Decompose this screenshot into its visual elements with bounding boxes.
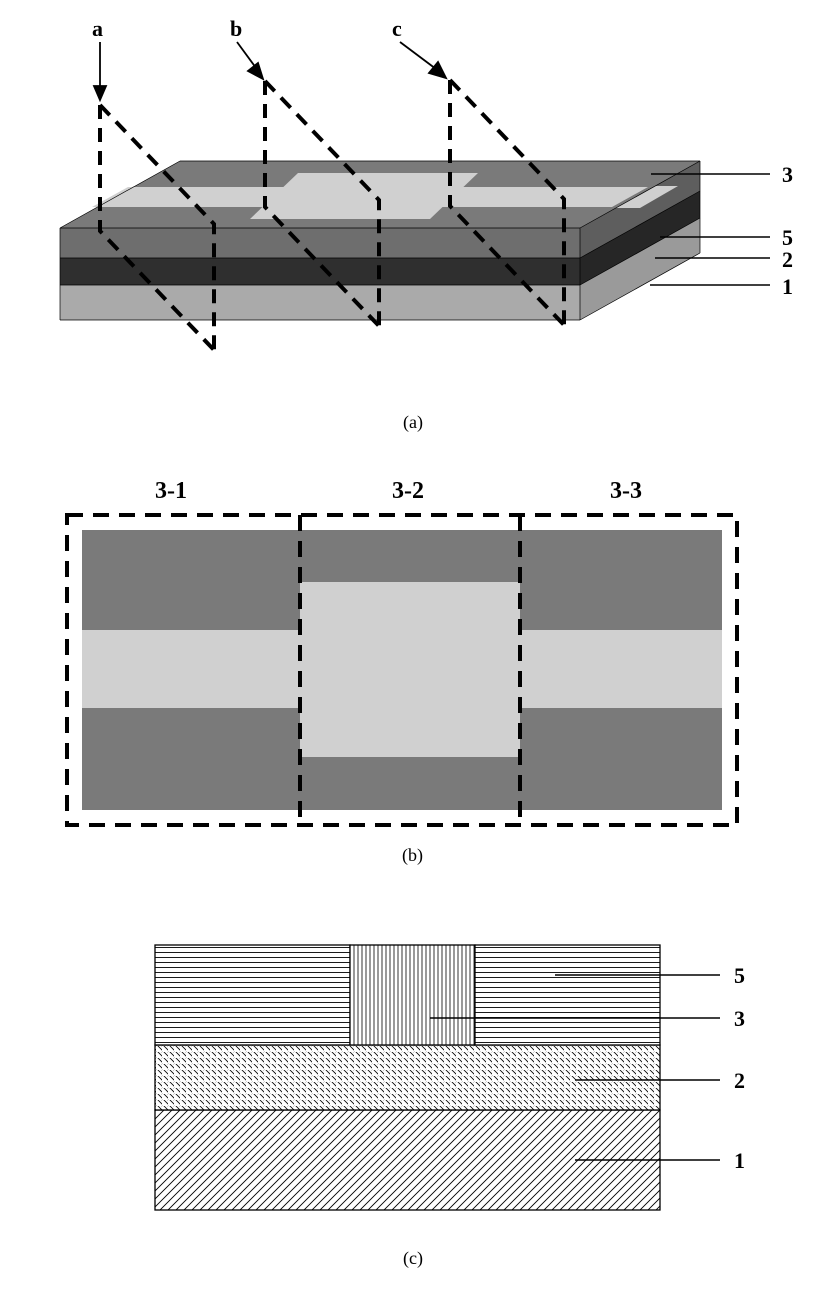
panel-a-label-c: c xyxy=(392,16,402,42)
panel-c-svg xyxy=(0,890,833,1280)
panel-a-num-2: 2 xyxy=(782,247,793,273)
panel-b-label-31: 3-1 xyxy=(155,478,187,505)
panel-c-num-2: 2 xyxy=(734,1068,745,1094)
panel-b-label-33: 3-3 xyxy=(610,478,642,505)
panel-c-num-1: 1 xyxy=(734,1148,745,1174)
panel-c-num-5: 5 xyxy=(734,963,745,989)
panel-a-num-3: 3 xyxy=(782,162,793,188)
figure-container: a b c 3 5 2 1 (a) 3-1 3-2 3-3 (b) xyxy=(0,0,833,1300)
panel-a-label-b: b xyxy=(230,16,242,42)
panel-a-svg xyxy=(0,0,833,430)
panel-b-svg xyxy=(0,450,833,870)
panel-a-label-a: a xyxy=(92,16,103,42)
panel-c-caption: (c) xyxy=(403,1248,423,1269)
panel-a-num-1: 1 xyxy=(782,274,793,300)
panel-a-caption: (a) xyxy=(403,412,423,433)
panel-b-caption: (b) xyxy=(402,845,423,866)
panel-b-label-32: 3-2 xyxy=(392,478,424,505)
panel-c-num-3: 3 xyxy=(734,1006,745,1032)
